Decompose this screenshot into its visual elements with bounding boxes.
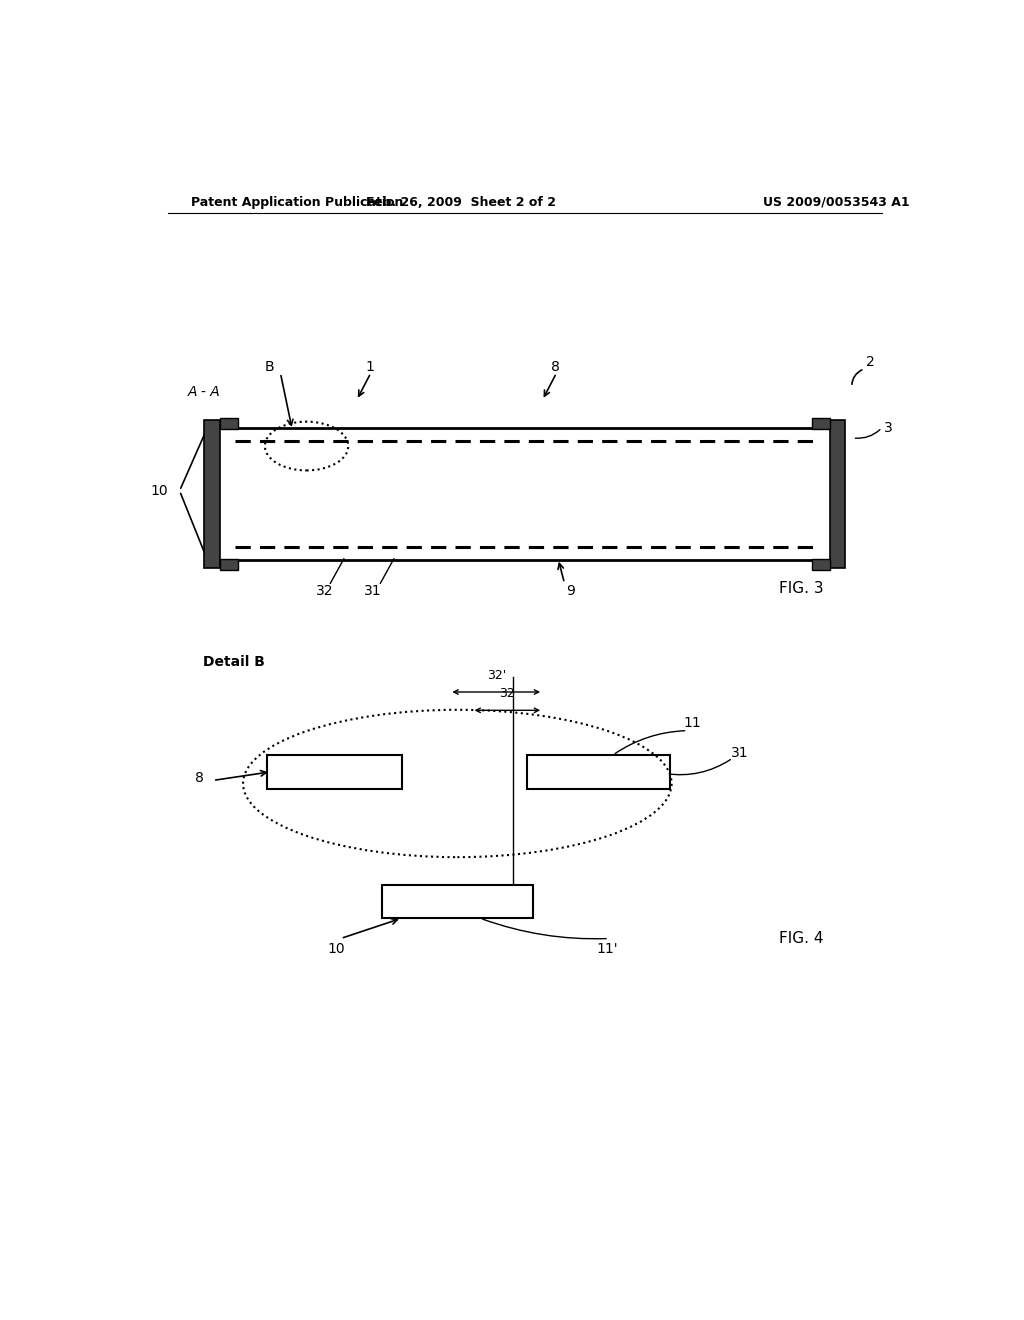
Text: 10: 10 <box>327 941 345 956</box>
Bar <box>531 760 666 784</box>
Text: FIG. 3: FIG. 3 <box>778 581 823 595</box>
Text: 9: 9 <box>566 585 575 598</box>
Text: 11: 11 <box>684 715 701 730</box>
Text: B: B <box>264 360 274 374</box>
Text: 32: 32 <box>316 585 334 598</box>
Text: 8: 8 <box>195 771 204 785</box>
Text: 11': 11' <box>596 941 617 956</box>
Text: A - A: A - A <box>187 385 220 399</box>
Bar <box>812 417 829 429</box>
Text: 2: 2 <box>866 355 874 368</box>
Bar <box>812 558 829 570</box>
Text: Feb. 26, 2009  Sheet 2 of 2: Feb. 26, 2009 Sheet 2 of 2 <box>367 195 556 209</box>
Text: 32': 32' <box>486 669 506 682</box>
Text: 31: 31 <box>364 585 381 598</box>
Bar <box>220 417 238 429</box>
Text: 31: 31 <box>731 746 749 760</box>
Text: FIG. 4: FIG. 4 <box>778 931 823 946</box>
Bar <box>207 428 843 560</box>
Bar <box>829 420 846 568</box>
Bar <box>204 420 220 568</box>
Bar <box>270 760 397 784</box>
Bar <box>267 755 401 788</box>
Text: 1: 1 <box>366 360 375 374</box>
Text: 10: 10 <box>151 483 168 498</box>
Text: US 2009/0053543 A1: US 2009/0053543 A1 <box>763 195 909 209</box>
Text: Detail B: Detail B <box>204 655 265 668</box>
Text: 3: 3 <box>884 421 892 434</box>
Bar <box>220 558 238 570</box>
Text: Patent Application Publication: Patent Application Publication <box>191 195 403 209</box>
Text: 32: 32 <box>500 688 515 700</box>
Bar <box>527 755 670 788</box>
Bar <box>386 890 528 913</box>
Bar <box>382 884 532 919</box>
Text: 8: 8 <box>551 360 559 374</box>
